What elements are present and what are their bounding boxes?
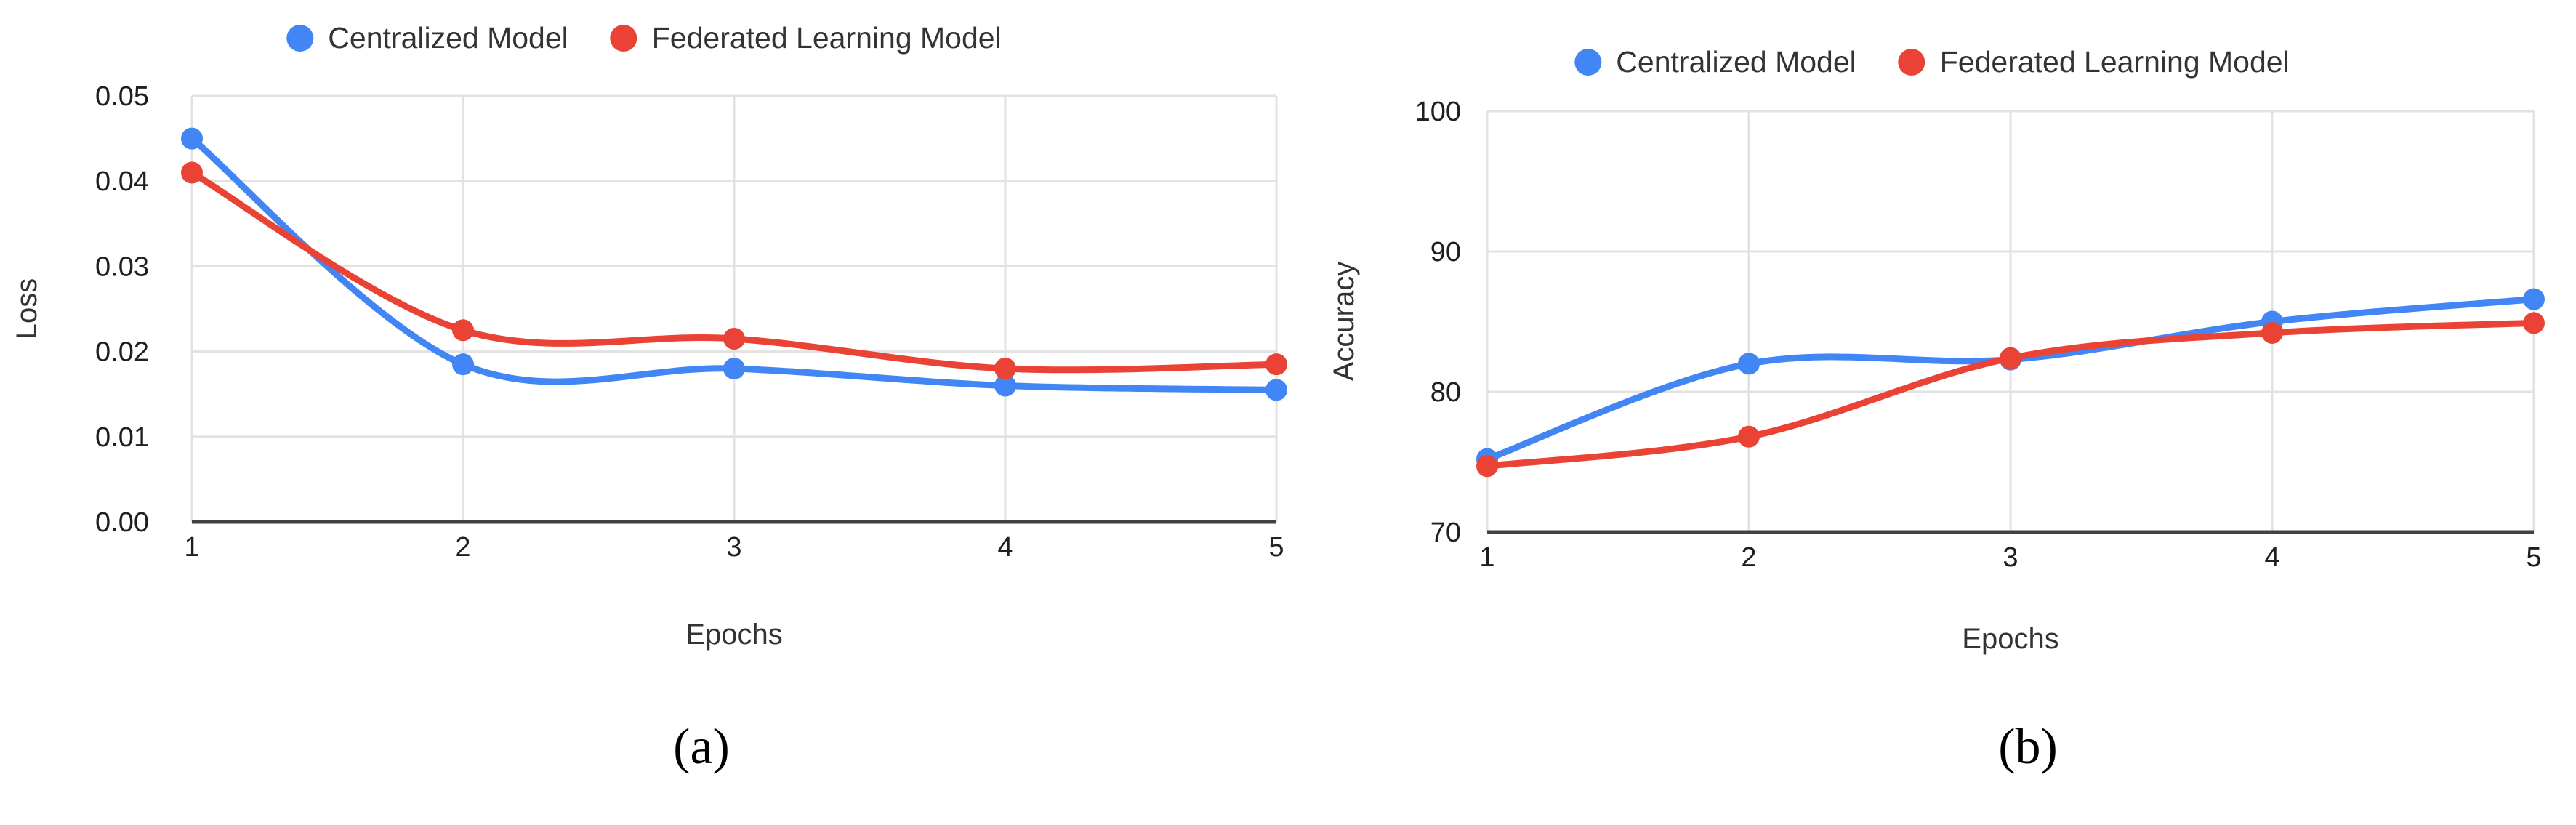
caption-b: (b)	[1998, 719, 2058, 775]
legend-label: Centralized Model	[1616, 45, 1856, 79]
data-point	[452, 319, 474, 342]
x-axis-title: Epochs	[685, 619, 782, 651]
chart-panel-loss: 1 2 3 4 5 0.00 0.01 0.02 0.03 0.04 0.05 Loss Epochs …	[11, 21, 1287, 775]
x-tick-label: 4	[2264, 542, 2279, 573]
x-tick-label: 5	[2526, 542, 2541, 573]
legend: Centralized Model Federated Learning Mod…	[1574, 45, 2290, 79]
data-point	[723, 358, 745, 380]
y-tick-label: 0.01	[95, 422, 149, 453]
y-tick-label: 80	[1430, 377, 1461, 408]
data-point	[994, 358, 1016, 380]
y-tick-label: 0.05	[95, 81, 149, 112]
accuracy-chart-svg: 1 2 3 4 5 70 80 90 100 Accuracy Epochs	[1328, 97, 2545, 655]
x-tick-label: 2	[1741, 542, 1756, 573]
legend-item: Federated Learning Model	[1898, 45, 2290, 79]
x-tick-label: 5	[1268, 532, 1284, 563]
data-point	[181, 127, 203, 150]
y-tick-label: 0.03	[95, 251, 149, 282]
data-point	[181, 161, 203, 184]
y-tick-label: 90	[1430, 237, 1461, 267]
x-tick-label: 1	[184, 532, 199, 563]
legend-dot-centralized-icon	[286, 25, 314, 52]
x-tick-label: 3	[726, 532, 741, 563]
data-point	[1738, 425, 1760, 448]
y-axis-title: Accuracy	[1328, 262, 1360, 382]
legend-label: Federated Learning Model	[1939, 45, 2290, 79]
data-point	[452, 353, 474, 376]
x-axis-title: Epochs	[1962, 623, 2058, 655]
data-point	[994, 374, 1016, 397]
x-tick-label: 3	[2003, 542, 2018, 573]
legend-item: Federated Learning Model	[610, 21, 1002, 55]
x-tick-label: 1	[1479, 542, 1494, 573]
data-point	[2523, 288, 2545, 310]
legend: Centralized Model Federated Learning Mod…	[286, 21, 1002, 55]
y-axis-title: Loss	[11, 278, 43, 340]
y-tick-label: 0.02	[95, 337, 149, 368]
data-point	[2523, 312, 2545, 334]
y-tick-label: 70	[1430, 518, 1461, 548]
legend-label: Federated Learning Model	[651, 21, 1002, 55]
data-point	[2000, 347, 2021, 369]
legend-item: Centralized Model	[286, 21, 568, 55]
chart-panel-accuracy: 1 2 3 4 5 70 80 90 100 Accuracy Epochs Centralized…	[1288, 0, 2576, 825]
data-point	[723, 328, 745, 350]
legend-dot-centralized-icon	[1574, 49, 1602, 76]
data-point	[1265, 379, 1287, 401]
legend-dot-federated-icon	[610, 25, 637, 52]
loss-chart-svg: 1 2 3 4 5 0.00 0.01 0.02 0.03 0.04 0.05 Loss Epochs	[11, 81, 1287, 651]
y-tick-label: 0.00	[95, 507, 149, 538]
legend-item: Centralized Model	[1574, 45, 1856, 79]
y-tick-label: 0.04	[95, 166, 149, 197]
data-point	[1476, 455, 1498, 478]
legend-label: Centralized Model	[328, 21, 568, 55]
legend-dot-federated-icon	[1898, 49, 1925, 76]
caption-a: (a)	[673, 719, 730, 775]
x-tick-label: 4	[997, 532, 1013, 563]
data-point	[2261, 321, 2283, 344]
x-tick-label: 2	[455, 532, 470, 563]
y-tick-label: 100	[1415, 97, 1461, 127]
data-point	[1738, 353, 1760, 375]
data-point	[1265, 353, 1287, 376]
